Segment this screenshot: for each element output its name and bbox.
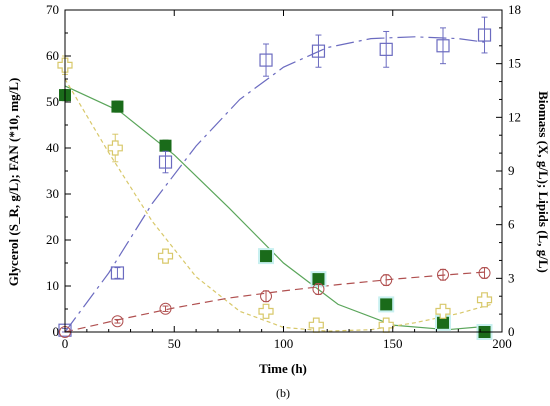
glycerol-point xyxy=(258,248,275,265)
marker xyxy=(312,273,325,286)
marker xyxy=(259,53,273,67)
marker xyxy=(476,292,493,308)
marker xyxy=(258,303,274,319)
lipids-point xyxy=(312,283,325,296)
biomass-point xyxy=(158,150,173,174)
x-tick-label: 200 xyxy=(492,336,512,351)
fit-curves xyxy=(64,36,492,333)
marker xyxy=(107,140,123,156)
y-left-tick-label: 60 xyxy=(46,48,59,63)
biomass-point xyxy=(259,43,273,77)
fan-fit-curve xyxy=(64,78,492,332)
lipids-point xyxy=(478,266,491,279)
marker xyxy=(379,42,393,56)
marker xyxy=(110,266,125,280)
marker xyxy=(158,155,173,169)
y-right-tick-label: 9 xyxy=(508,163,515,178)
right-axis-title: Biomass (X, g/L); Lipids (L, g/L) xyxy=(536,91,550,273)
y-right-tick-label: 6 xyxy=(508,217,515,232)
marker xyxy=(159,302,172,315)
y-left-tick-label: 40 xyxy=(46,140,59,155)
fan-point xyxy=(107,133,123,163)
biomass-fit-curve xyxy=(64,36,485,333)
lipids-point xyxy=(380,274,393,287)
lipids-fit-curve xyxy=(64,271,485,333)
marker xyxy=(437,316,450,329)
x-tick-label: 150 xyxy=(383,336,403,351)
biomass-point xyxy=(477,16,492,54)
y-right-tick-label: 3 xyxy=(508,270,515,285)
y-right-tick-label: 18 xyxy=(508,2,521,17)
y-left-tick-label: 70 xyxy=(46,2,59,17)
y-left-tick-label: 20 xyxy=(46,232,59,247)
lipids-point xyxy=(437,268,450,281)
y-right-tick-label: 0 xyxy=(508,324,515,339)
marker xyxy=(260,250,273,263)
data-markers xyxy=(57,16,493,340)
glycerol-fit-curve xyxy=(64,85,485,331)
biomass-point xyxy=(311,34,326,68)
marker xyxy=(435,303,451,319)
marker xyxy=(380,274,393,287)
marker xyxy=(111,100,124,113)
marker xyxy=(111,315,124,328)
x-tick-label: 100 xyxy=(274,336,294,351)
y-right-tick-label: 15 xyxy=(508,56,521,71)
y-right-tick-label: 12 xyxy=(508,109,521,124)
marker xyxy=(436,39,450,53)
fan-point xyxy=(435,303,451,319)
lipids-point xyxy=(260,290,273,303)
marker xyxy=(157,248,174,264)
y-left-tick-label: 50 xyxy=(46,94,59,109)
marker xyxy=(437,268,450,281)
y-left-tick-label: 10 xyxy=(46,278,59,293)
biomass-point xyxy=(110,266,125,280)
glycerol-point xyxy=(111,100,124,113)
y-left-tick-label: 0 xyxy=(53,324,60,339)
plot-frame xyxy=(64,9,503,333)
marker xyxy=(478,266,491,279)
x-axis-title: Time (h) xyxy=(259,361,307,376)
glycerol-point xyxy=(435,314,452,331)
left-axis-title: Glycerol (S_R, g/L); FAN (*10, mg/L) xyxy=(6,78,21,287)
biomass-point xyxy=(436,27,450,65)
glycerol-point xyxy=(159,139,172,152)
marker xyxy=(312,283,325,296)
glycerol-point xyxy=(476,324,493,340)
lipids-point xyxy=(159,302,172,315)
fan-point xyxy=(157,248,174,264)
x-tick-label: 0 xyxy=(62,336,69,351)
marker xyxy=(260,290,273,303)
marker xyxy=(159,139,172,152)
marker xyxy=(311,44,326,58)
biomass-point xyxy=(379,30,393,68)
glycerol-point xyxy=(378,296,395,313)
fan-point xyxy=(476,292,493,308)
lipids-point xyxy=(111,315,124,328)
marker xyxy=(477,28,492,42)
y-left-tick-label: 30 xyxy=(46,186,59,201)
figure-caption: (b) xyxy=(276,386,290,400)
fan-point xyxy=(258,303,274,319)
x-tick-label: 50 xyxy=(168,336,181,351)
marker xyxy=(380,298,393,311)
